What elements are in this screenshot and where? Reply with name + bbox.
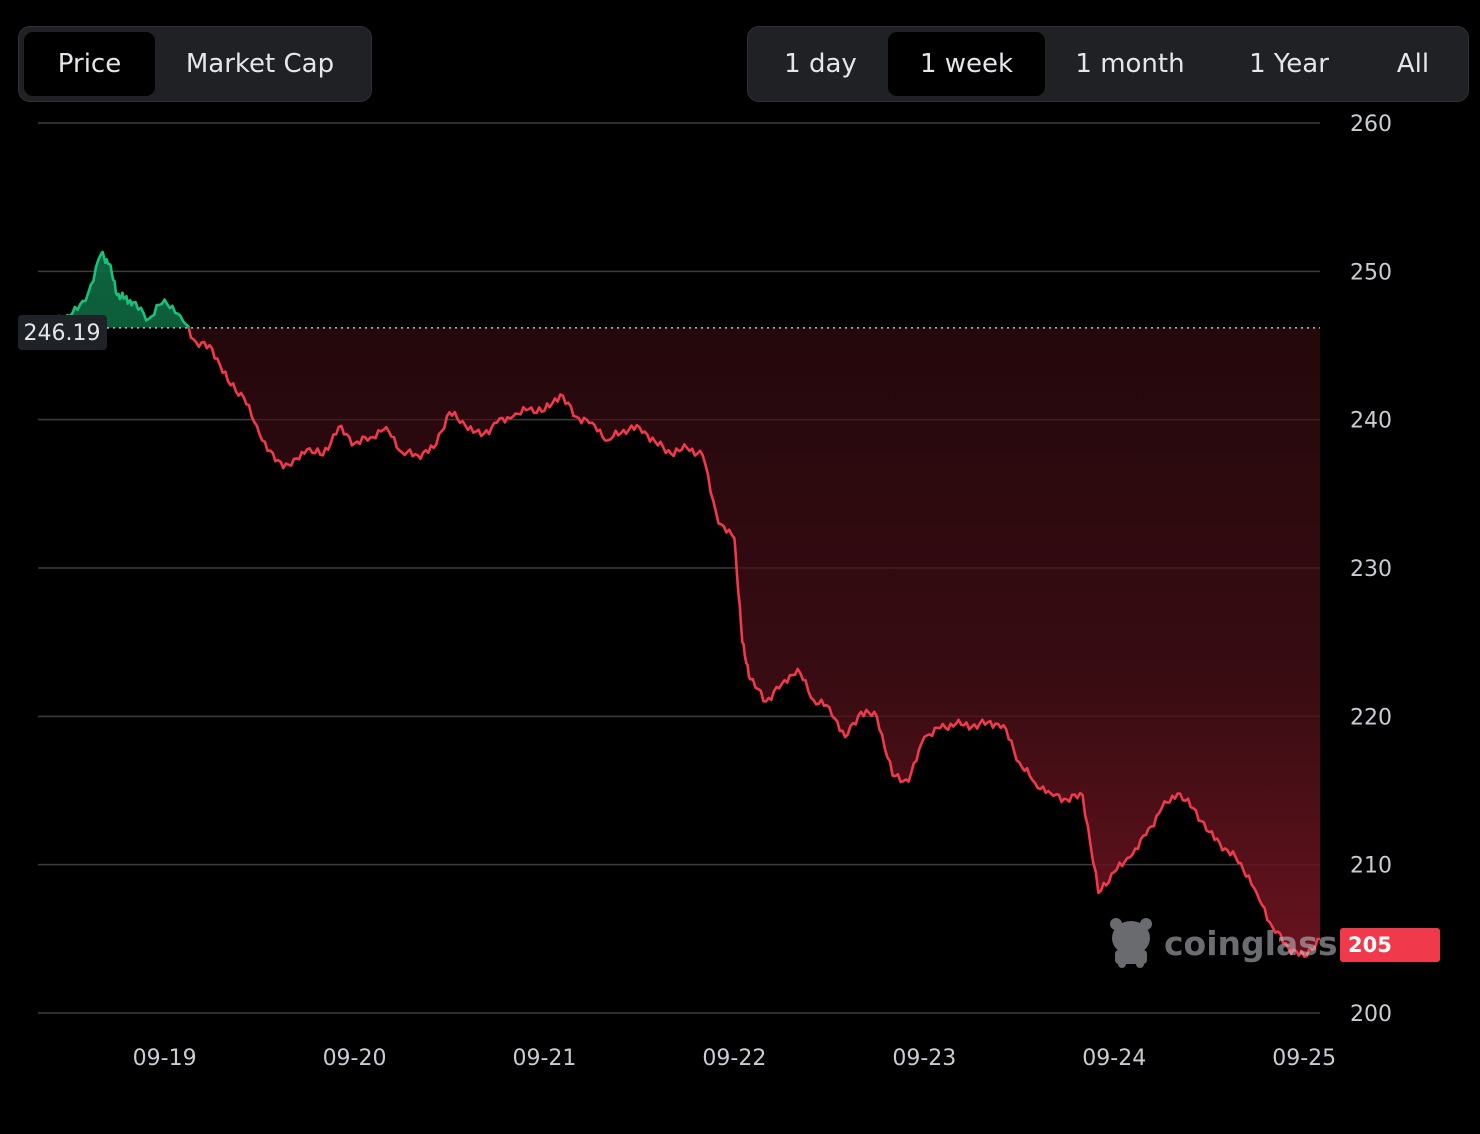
- y-axis: 200 210 220 230 240 250 260: [1350, 112, 1392, 1027]
- y-tick-label: 230: [1350, 557, 1392, 582]
- baseline-badge: 246.19: [18, 315, 107, 350]
- x-tick-label: 09-20: [323, 1046, 387, 1071]
- line-below-baseline: [187, 327, 1321, 958]
- coinglass-logo-icon: [1110, 918, 1152, 968]
- range-all[interactable]: All: [1363, 32, 1463, 96]
- y-tick-label: 250: [1350, 260, 1392, 285]
- range-1-day[interactable]: 1 day: [753, 32, 888, 96]
- last-price-badge: 205: [1340, 928, 1440, 962]
- y-tick-label: 220: [1350, 705, 1392, 730]
- range-1-month[interactable]: 1 month: [1045, 32, 1215, 96]
- tab-market-cap[interactable]: Market Cap: [155, 32, 365, 96]
- watermark: coinglass: [1110, 918, 1338, 968]
- x-tick-label: 09-23: [892, 1046, 956, 1071]
- price-area: [38, 252, 1320, 957]
- last-price-label: 205: [1348, 933, 1392, 957]
- y-tick-label: 240: [1350, 409, 1392, 434]
- x-tick-label: 09-24: [1082, 1046, 1146, 1071]
- x-axis: 09-19 09-20 09-21 09-22 09-23 09-24 09-25: [133, 1046, 1336, 1071]
- y-tick-label: 260: [1350, 112, 1392, 137]
- baseline-price-label: 246.19: [24, 321, 101, 346]
- x-tick-label: 09-22: [702, 1046, 766, 1071]
- tab-price[interactable]: Price: [24, 32, 155, 96]
- y-tick-label: 200: [1350, 1002, 1392, 1027]
- price-line: [36, 250, 1321, 958]
- area-below-baseline: [188, 327, 1320, 957]
- watermark-text: coinglass: [1164, 924, 1338, 963]
- x-tick-label: 09-25: [1272, 1046, 1336, 1071]
- area-above-baseline: [38, 252, 1320, 328]
- range-1-year[interactable]: 1 Year: [1215, 32, 1363, 96]
- range-1-week[interactable]: 1 week: [888, 32, 1045, 96]
- y-tick-label: 210: [1350, 854, 1392, 879]
- x-tick-label: 09-21: [513, 1046, 577, 1071]
- range-toggle: 1 day 1 week 1 month 1 Year All: [747, 26, 1469, 102]
- metric-toggle: Price Market Cap: [18, 26, 372, 102]
- x-tick-label: 09-19: [133, 1046, 197, 1071]
